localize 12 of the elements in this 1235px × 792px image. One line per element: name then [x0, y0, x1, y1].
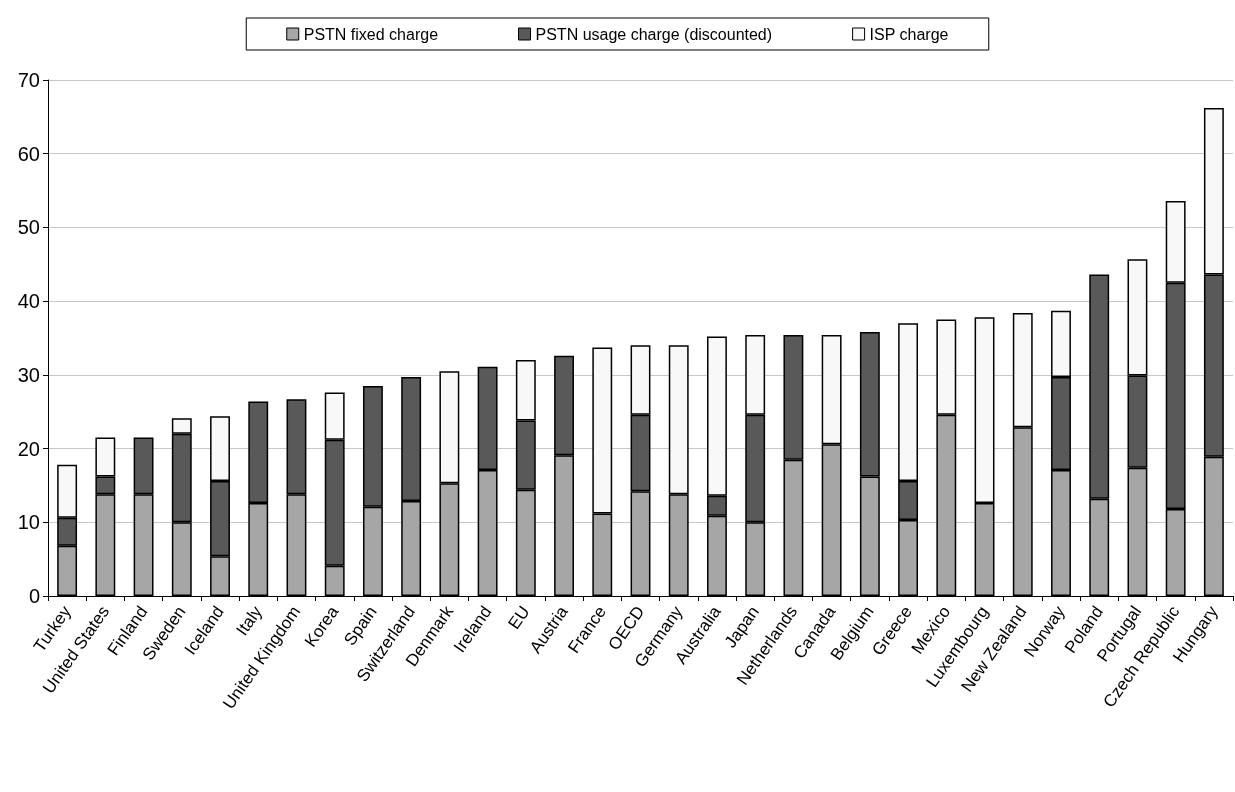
y-tick-label: 30 [17, 363, 40, 386]
y-tick-label: 0 [28, 585, 40, 607]
y-tick-label: 70 [17, 69, 40, 91]
y-tick-label: 60 [17, 142, 40, 165]
legend-label: PSTN fixed charge [303, 25, 439, 43]
y-tick-label: 10 [17, 511, 40, 534]
x-tick-label: EU [504, 602, 534, 633]
legend-label: PSTN usage charge (discounted) [535, 25, 773, 43]
y-tick-label: 20 [17, 437, 40, 460]
y-tick-label: 40 [17, 290, 40, 313]
y-tick-label: 50 [17, 216, 40, 239]
legend-label: ISP charge [869, 25, 949, 43]
